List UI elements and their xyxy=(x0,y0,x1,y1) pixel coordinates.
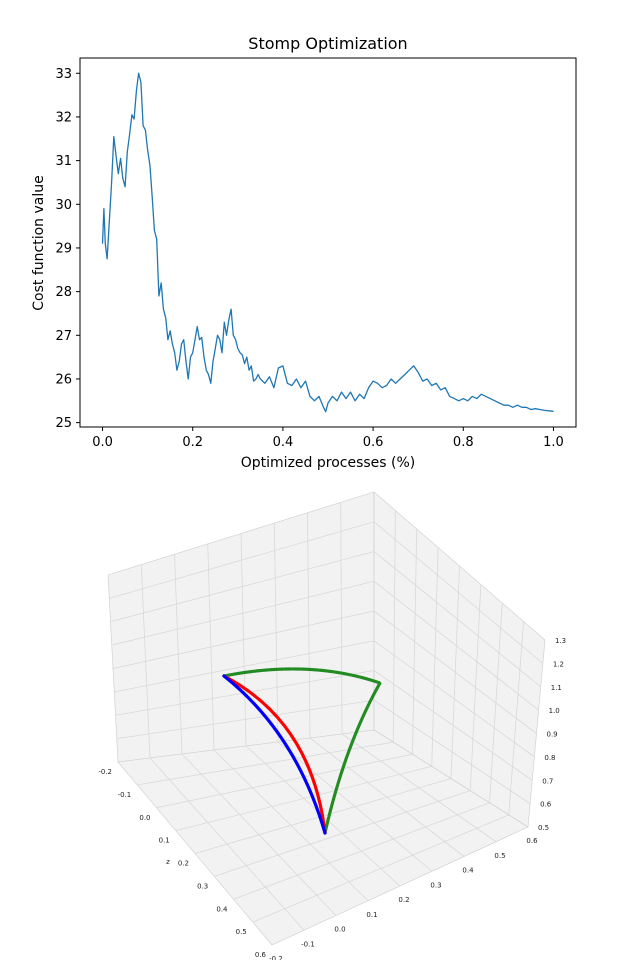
tick-label-3d: 0.6 xyxy=(255,951,267,959)
tick-label-3d: -0.2 xyxy=(269,955,283,960)
tick-label-3d: 0.2 xyxy=(178,860,189,868)
grid-line xyxy=(116,699,375,740)
y-axis-label-3d: z xyxy=(166,858,170,866)
x-axis: 0.0 0.2 0.4 0.6 0.8 1.0 xyxy=(92,427,564,450)
tick-label-3d: 0.2 xyxy=(398,896,409,904)
grid-line xyxy=(341,733,497,843)
grid-line xyxy=(373,640,535,758)
tick-label-3d: 0.6 xyxy=(540,801,552,809)
tick-label-3d: 1.0 xyxy=(549,707,560,715)
grid-line xyxy=(373,610,537,734)
grid-line xyxy=(508,621,525,815)
tick-label-3d: 1.1 xyxy=(551,684,562,692)
y-tick-label: 31 xyxy=(55,154,72,169)
red-trajectory xyxy=(222,674,327,835)
grid-line xyxy=(340,502,343,735)
pane-back-left xyxy=(107,491,375,763)
tick-label-3d: 0.5 xyxy=(494,852,505,860)
tick-label-3d: 1.3 xyxy=(555,637,566,645)
grid-lines xyxy=(109,502,544,931)
grid-line xyxy=(277,741,433,872)
x-tick-label: 0.2 xyxy=(182,435,203,450)
x-tick-label: 0.4 xyxy=(273,435,294,450)
cost-line-chart: Stomp Optimization 25 26 27 28 29 30 31 32 33 0.… xyxy=(31,34,577,471)
tick-label-3d: 0.5 xyxy=(236,928,247,936)
tick-label-3d: 0.0 xyxy=(334,926,345,934)
tick-label-3d: -0.1 xyxy=(301,940,315,948)
x-tick-label: 0.6 xyxy=(363,435,384,450)
y-tick-label: 32 xyxy=(55,110,72,125)
y-tick-label: 26 xyxy=(55,372,72,387)
grid-line xyxy=(373,699,531,804)
grid-line xyxy=(252,814,509,923)
grid-line xyxy=(373,670,533,781)
plot-area xyxy=(79,57,577,428)
grid-line xyxy=(489,602,503,803)
tick-label-3d: 0.5 xyxy=(538,824,549,832)
tick-label-3d: 0.4 xyxy=(462,867,474,875)
grid-line xyxy=(112,610,375,669)
tick-label-3d: 0.3 xyxy=(430,881,441,889)
tick-label-3d: 0.6 xyxy=(526,837,538,845)
y-tick-label: 25 xyxy=(55,416,72,431)
y-tick-label: 29 xyxy=(55,241,72,256)
pane-floor xyxy=(117,729,529,946)
axis-ticks-3d: -0.2-0.10.00.10.20.30.40.50.6 -0.2-0.10.0… xyxy=(98,637,566,960)
trajectory-3d-plot: -0.2-0.10.00.10.20.30.40.50.6 -0.2-0.10.0… xyxy=(98,491,566,960)
tick-label-3d: 0.1 xyxy=(366,911,377,919)
y-tick-label: 33 xyxy=(55,67,72,82)
tick-label-3d: 0.8 xyxy=(544,754,555,762)
grid-line xyxy=(309,737,465,857)
y-tick-label: 27 xyxy=(55,329,72,344)
tick-label-3d: -0.2 xyxy=(98,768,112,776)
grid-line xyxy=(469,584,482,791)
y-tick-label: 28 xyxy=(55,285,72,300)
grid-line xyxy=(273,523,279,743)
y-axis-label: Cost function value xyxy=(31,175,47,310)
green-trajectory xyxy=(222,667,382,835)
x-tick-label: 0.0 xyxy=(92,435,113,450)
tick-label-3d: 0.9 xyxy=(547,731,558,739)
grid-line xyxy=(307,512,311,739)
tick-label-3d: -0.1 xyxy=(118,791,132,799)
blue-trajectory xyxy=(222,674,327,835)
tick-label-3d: 1.2 xyxy=(553,660,564,668)
chart-title: Stomp Optimization xyxy=(248,34,407,53)
tick-label-3d: 0.4 xyxy=(216,905,228,913)
grid-line xyxy=(114,640,375,693)
grid-line xyxy=(233,802,490,900)
y-axis: 25 26 27 28 29 30 31 32 33 xyxy=(55,67,80,431)
tick-label-3d: 0.0 xyxy=(139,814,150,822)
tick-label-3d: 0.1 xyxy=(159,837,170,845)
tick-label-3d: 0.3 xyxy=(197,882,208,890)
x-axis-label: Optimized processes (%) xyxy=(241,455,416,471)
x-tick-label: 1.0 xyxy=(543,435,564,450)
tick-label-3d: 0.7 xyxy=(542,777,553,785)
grid-line xyxy=(214,790,471,877)
y-tick-label: 30 xyxy=(55,198,72,213)
x-tick-label: 0.8 xyxy=(453,435,474,450)
cost-series-line xyxy=(101,72,554,413)
